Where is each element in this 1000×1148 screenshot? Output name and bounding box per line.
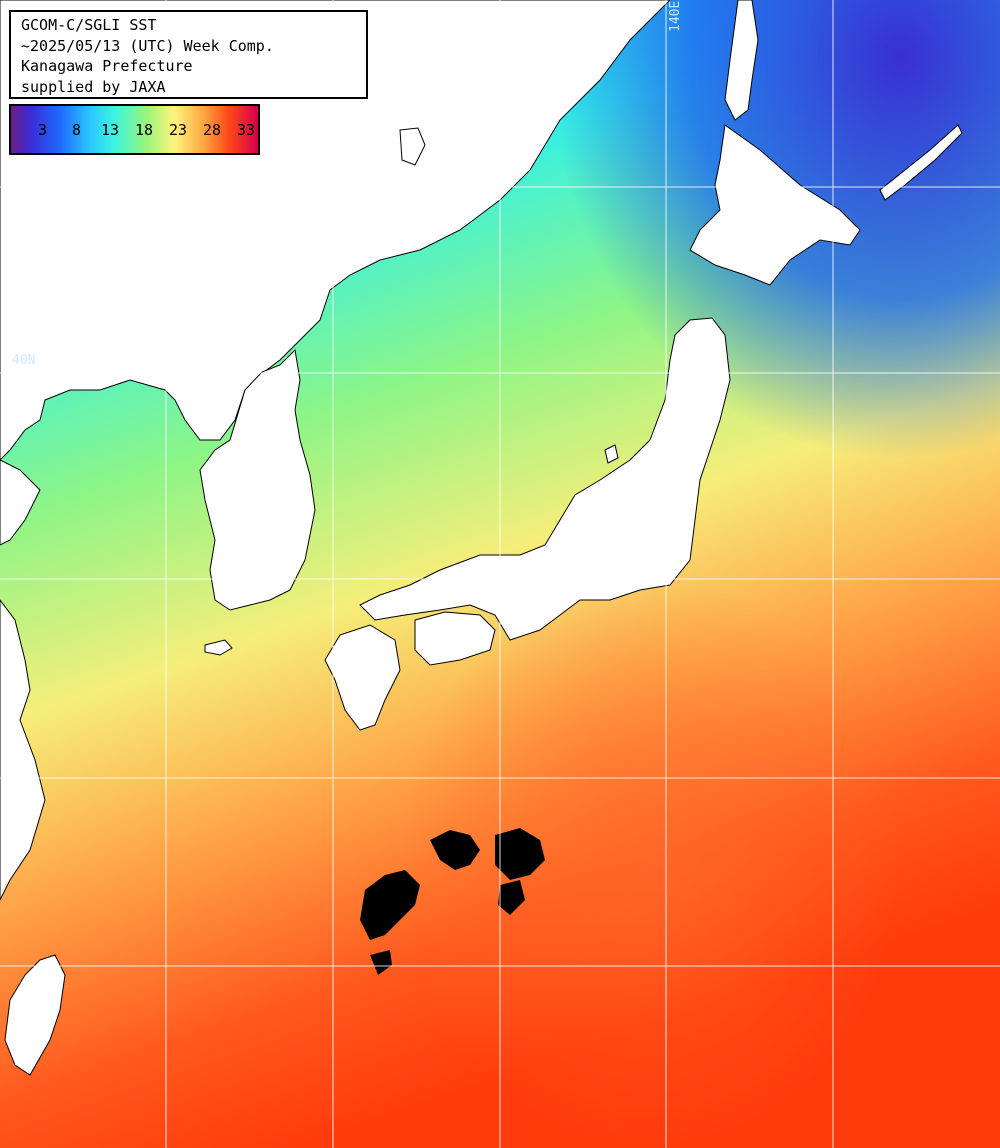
title-line-1: GCOM-C/SGLI SST [21,16,157,34]
land-china-coast [0,459,46,901]
title-line-2: ~2025/05/13 (UTC) Week Comp. [21,36,274,55]
land-sakhalin [724,0,759,121]
land-honshu [359,317,731,641]
cloud-patch [360,870,420,940]
title-box: GCOM-C/SGLI SST ~2025/05/13 (UTC) Week C… [9,10,368,99]
cloud-cover [360,828,545,975]
colorbar-icon: 3 8 13 18 23 28 33 [9,104,260,155]
cloud-patch [430,830,480,870]
land-hokkaido [689,124,861,286]
cloud-patch [498,880,525,915]
land-oki [399,127,426,166]
cloud-patch [495,828,545,880]
land-jeju [204,639,233,656]
longitude-label: 140E [668,0,683,32]
land-kurils [879,124,963,201]
colorbar-tick: 23 [169,121,188,139]
colorbar-tick: 8 [72,121,82,139]
cloud-patch [370,950,392,975]
title-line-4: supplied by JAXA [21,77,166,96]
colorbar-tick: 33 [237,121,256,139]
colorbar-tick: 13 [101,121,120,139]
land-sado [604,444,619,464]
colorbar-tick: 18 [135,121,154,139]
latitude-label: 40N [12,353,36,368]
land-kyushu [324,624,401,731]
land-korea [199,348,316,611]
colorbar-tick: 28 [203,121,222,139]
title-line-3: Kanagawa Prefecture [21,57,193,75]
land-taiwan [4,954,66,1076]
land-shikoku [414,611,496,666]
colorbar-tick: 3 [38,121,48,139]
